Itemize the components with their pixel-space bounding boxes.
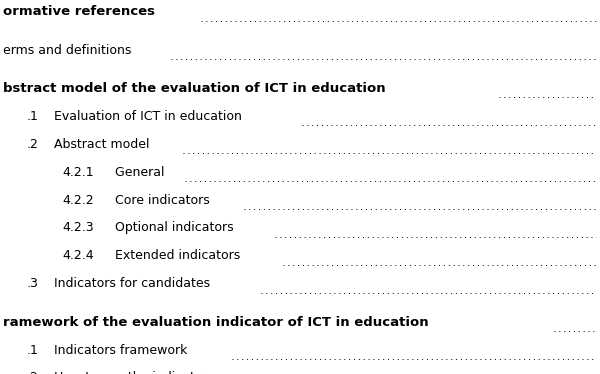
Text: .1: .1 [26, 110, 38, 123]
Text: Indicators for candidates: Indicators for candidates [42, 277, 210, 290]
Text: .3: .3 [26, 277, 38, 290]
Text: bstract model of the evaluation of ICT in education: bstract model of the evaluation of ICT i… [2, 82, 385, 95]
Text: Extended indicators: Extended indicators [103, 249, 241, 262]
Text: 4.2.2: 4.2.2 [62, 193, 94, 206]
Text: General: General [103, 166, 165, 178]
Text: 4.2.1: 4.2.1 [62, 166, 94, 178]
Text: Indicators framework: Indicators framework [42, 343, 187, 356]
Text: Core indicators: Core indicators [103, 193, 210, 206]
Text: ormative references: ormative references [2, 5, 155, 18]
Text: .2: .2 [26, 138, 38, 151]
Text: ramework of the evaluation indicator of ICT in education: ramework of the evaluation indicator of … [2, 316, 428, 329]
Text: .1: .1 [26, 343, 38, 356]
Text: Abstract model: Abstract model [42, 138, 149, 151]
Text: 4.2.3: 4.2.3 [62, 221, 94, 234]
Text: 4.2.4: 4.2.4 [62, 249, 94, 262]
Text: .2: .2 [26, 371, 38, 374]
Text: How to use the indicators: How to use the indicators [42, 371, 214, 374]
Text: Evaluation of ICT in education: Evaluation of ICT in education [42, 110, 242, 123]
Text: erms and definitions: erms and definitions [2, 43, 131, 56]
Text: Optional indicators: Optional indicators [103, 221, 234, 234]
